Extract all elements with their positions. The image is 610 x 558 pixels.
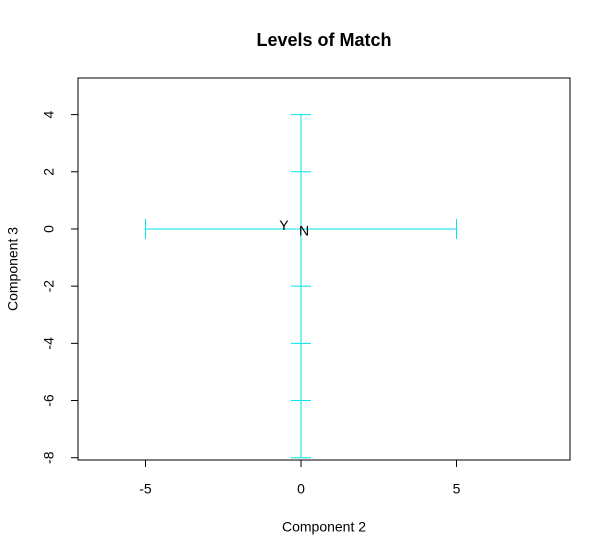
y-axis-label: Component 3	[5, 227, 21, 311]
x-tick-label: 0	[297, 481, 305, 497]
y-tick-label: 2	[41, 168, 57, 176]
y-tick-label: -8	[41, 451, 57, 464]
point-label: N	[299, 223, 309, 239]
x-tick-label: -5	[139, 481, 152, 497]
point-label: Y	[279, 217, 289, 233]
x-tick-label: 5	[453, 481, 461, 497]
y-tick-label: 4	[41, 110, 57, 118]
plot-box	[77, 77, 571, 461]
chart-title: Levels of Match	[256, 30, 391, 50]
y-tick-label: 0	[41, 225, 57, 233]
y-tick-label: -6	[41, 394, 57, 407]
y-tick-label: -2	[41, 280, 57, 293]
x-axis-label: Component 2	[282, 519, 366, 535]
y-tick-label: -4	[41, 337, 57, 350]
